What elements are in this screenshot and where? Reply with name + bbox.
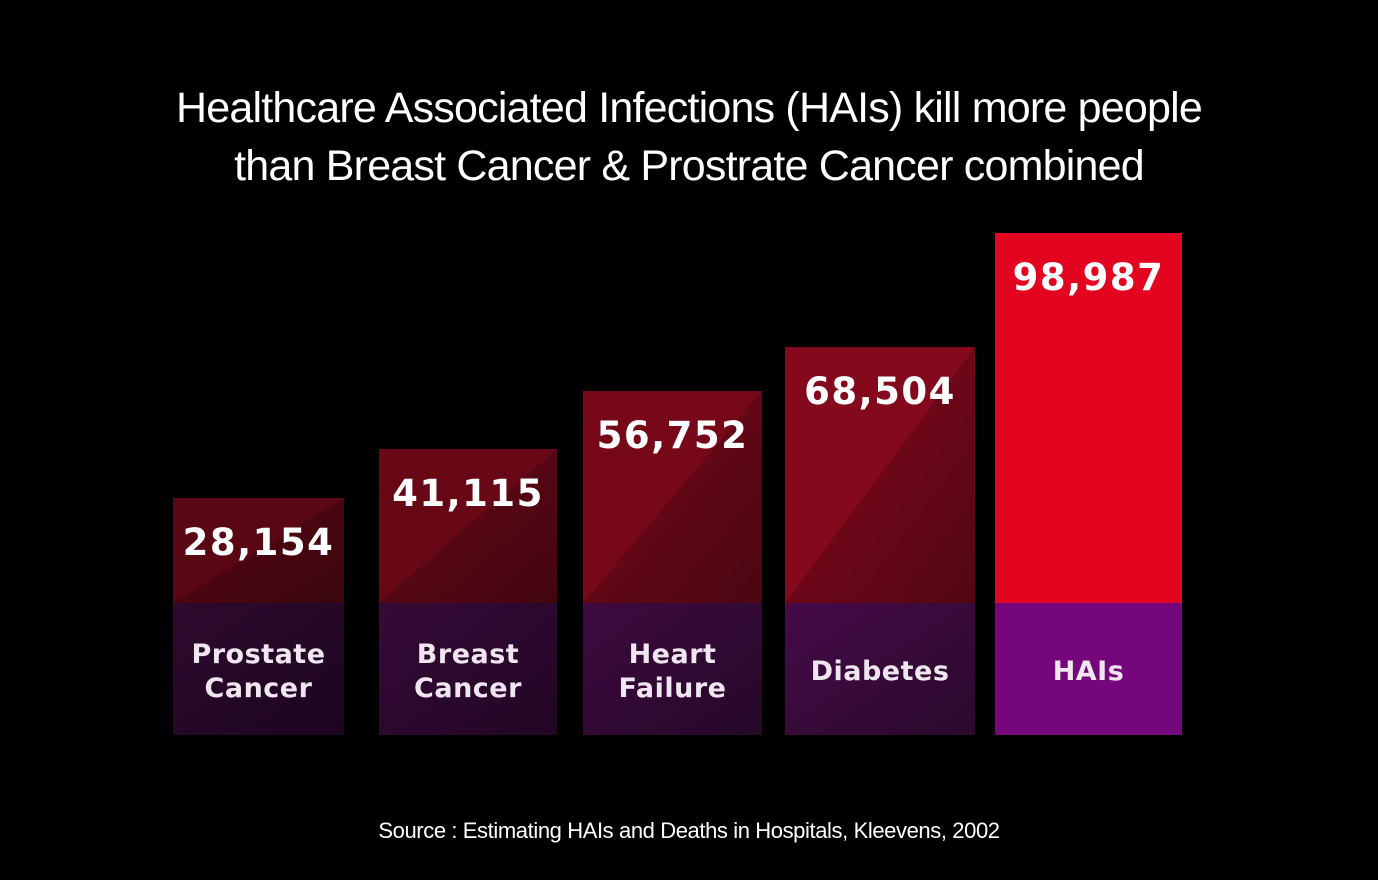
chart-title-line-1: Healthcare Associated Infections (HAIs) … (176, 84, 1203, 132)
category-label: Cancer (205, 673, 313, 704)
value-label: 41,115 (392, 472, 544, 515)
source-note: Source : Estimating HAIs and Deaths in H… (378, 818, 1000, 843)
category-label: Cancer (414, 673, 522, 704)
bar-group: 98,987 HAIs (995, 233, 1182, 735)
category-label: Failure (619, 673, 727, 704)
value-label: 98,987 (1013, 256, 1165, 299)
category-label: HAIs (1053, 656, 1125, 687)
category-label: Diabetes (811, 656, 950, 687)
bar (173, 498, 344, 603)
bar (995, 233, 1182, 603)
category-label-box (379, 603, 557, 735)
category-label-box (173, 603, 344, 735)
category-label: Prostate (191, 639, 325, 670)
bars-layer: 28,154ProstateCancer41,115BreastCancer56… (173, 233, 1182, 735)
value-label: 28,154 (183, 521, 335, 564)
bar (583, 391, 762, 603)
category-label-box (995, 603, 1182, 735)
category-label-box (583, 603, 762, 735)
chart-title-line-2: than Breast Cancer & Prostrate Cancer co… (234, 142, 1144, 190)
bar (785, 347, 975, 603)
category-label: Breast (417, 639, 519, 670)
bar (379, 449, 557, 603)
value-label: 56,752 (597, 414, 749, 457)
bar-group: 68,504 Diabetes (785, 347, 975, 735)
category-label-box (785, 603, 975, 735)
category-label: Heart (629, 639, 717, 670)
value-label: 68,504 (804, 370, 956, 413)
